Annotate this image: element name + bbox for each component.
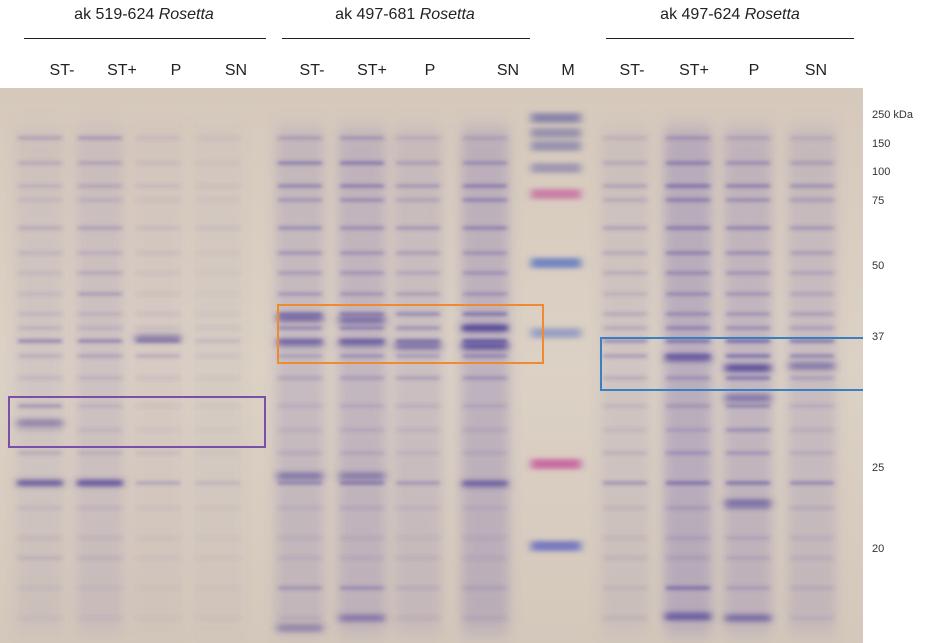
lane-label: ST- bbox=[299, 62, 325, 79]
group-underline-2 bbox=[282, 38, 530, 39]
group-underline-1 bbox=[24, 38, 266, 39]
group-title-3: ak 497-624 Rosetta bbox=[660, 6, 800, 23]
lane-label: ST+ bbox=[107, 62, 137, 79]
mw-label: 75 bbox=[872, 195, 885, 207]
lane-label: SN bbox=[496, 62, 520, 79]
mw-label: 25 bbox=[872, 462, 885, 474]
group-title-1: ak 519-624 Rosetta bbox=[74, 6, 214, 23]
lane-label: P bbox=[170, 62, 182, 79]
group-underline-3 bbox=[606, 38, 854, 39]
lane-label: ST- bbox=[619, 62, 645, 79]
lane-label: ST- bbox=[49, 62, 75, 79]
highlight-box-blue bbox=[600, 337, 863, 391]
group-title-2: ak 497-681 Rosetta bbox=[335, 6, 475, 23]
lane-label: SN bbox=[224, 62, 248, 79]
lane-label: P bbox=[424, 62, 436, 79]
lane-label: ST+ bbox=[357, 62, 387, 79]
mw-label: 150 bbox=[872, 138, 891, 150]
lane-label: ST+ bbox=[679, 62, 709, 79]
mw-label: 37 bbox=[872, 331, 885, 343]
mw-label: 250 kDa bbox=[872, 109, 913, 121]
highlight-box-purple bbox=[8, 396, 266, 448]
mw-label: 50 bbox=[872, 260, 885, 272]
highlight-box-orange bbox=[277, 304, 544, 364]
lane-label: M bbox=[561, 62, 575, 79]
mw-label: 100 bbox=[872, 166, 891, 178]
sds-page-gel-image bbox=[0, 88, 863, 643]
lane-label: SN bbox=[804, 62, 828, 79]
lane-label: P bbox=[748, 62, 760, 79]
mw-label: 20 bbox=[872, 543, 885, 555]
